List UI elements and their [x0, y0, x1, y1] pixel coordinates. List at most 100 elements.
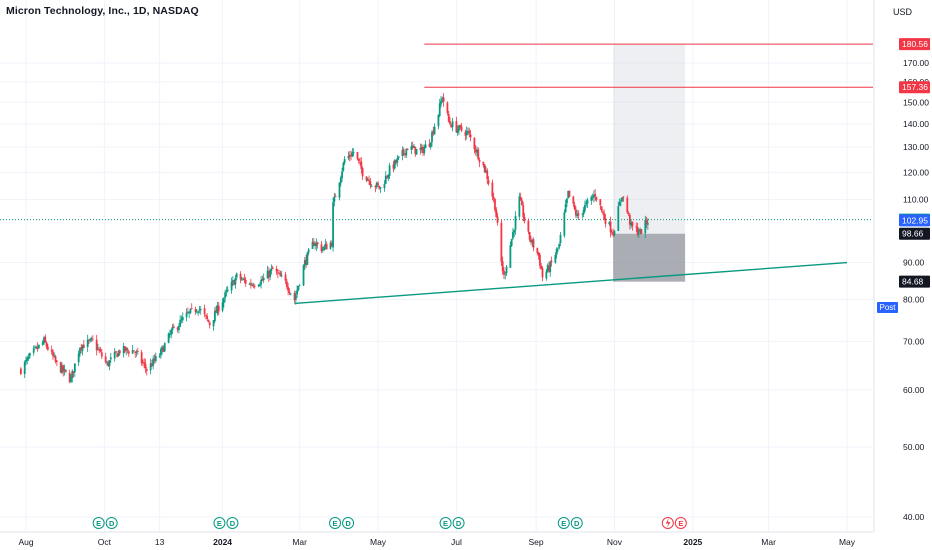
candle-body [440, 100, 442, 105]
dividend-letter: D [574, 519, 580, 528]
candle-body [433, 126, 436, 135]
candle-body [118, 350, 121, 354]
candle-body [233, 280, 236, 286]
candle-body [523, 216, 526, 221]
candle-body [115, 351, 117, 353]
candle-body [305, 259, 307, 264]
candle-body [98, 349, 101, 351]
candle-body [501, 261, 504, 272]
candle-body [161, 346, 164, 350]
candle-body [186, 311, 189, 313]
candle-body [550, 260, 553, 263]
candle-body [95, 339, 98, 351]
candle-body [36, 347, 39, 349]
candle-body [404, 153, 406, 156]
candle-body [635, 226, 638, 228]
candle-body [278, 272, 281, 274]
candle-body [113, 351, 116, 359]
candle-body [279, 272, 282, 277]
candle-body [447, 113, 450, 122]
candle-body [585, 202, 588, 205]
candle-body [90, 338, 93, 340]
candle-body [311, 242, 314, 249]
post-price-tag-bg [899, 214, 930, 227]
candle-body [438, 103, 441, 116]
candle-body [72, 371, 75, 373]
candle-body [595, 197, 598, 201]
candle-body [333, 196, 336, 202]
post-market-badge: Post [877, 302, 898, 313]
candle-body [239, 273, 242, 280]
earnings-letter: E [333, 519, 338, 528]
candle-body [321, 249, 324, 251]
candle-body [258, 284, 261, 286]
candle-body [204, 314, 207, 316]
candle-body [530, 239, 532, 242]
candle-body [297, 286, 300, 290]
candle-body [213, 310, 216, 322]
candle-body [609, 221, 612, 233]
y-tick-label: 130.00 [903, 142, 929, 152]
candle-body [189, 308, 192, 313]
candle-body [419, 147, 422, 151]
level-price-tag: 157.36 [902, 82, 928, 92]
candle-body [168, 333, 171, 335]
candle-body [160, 348, 162, 356]
candle-body [235, 273, 238, 278]
candle-body [393, 159, 396, 169]
candle-body [167, 333, 170, 343]
candle-body [287, 286, 290, 291]
candle-body [79, 348, 81, 354]
candle-body [293, 293, 296, 301]
candle-body [379, 187, 382, 189]
candle-body [446, 102, 449, 114]
candle-body [359, 162, 361, 163]
candle-body [55, 360, 58, 363]
candle-body [468, 130, 471, 134]
candle-body [170, 330, 173, 335]
candle-body [145, 369, 148, 371]
candle-body [586, 200, 589, 204]
candle-body [181, 317, 184, 321]
candle-body [369, 180, 372, 186]
candle-body [99, 349, 102, 352]
candle-body [89, 338, 92, 341]
candle-body [483, 164, 486, 172]
candle-body [64, 369, 67, 372]
candle-body [503, 270, 505, 275]
candle-body [491, 182, 494, 197]
candle-body [449, 121, 451, 124]
candle-body [270, 268, 273, 271]
candle-body [554, 254, 557, 263]
candle-body [618, 202, 621, 206]
candle-body [144, 363, 147, 369]
candle-body [422, 146, 424, 154]
candle-body [592, 194, 595, 198]
candle-body [374, 185, 377, 188]
candle-body [152, 358, 155, 366]
candle-body [613, 231, 616, 236]
candle-body [315, 242, 318, 246]
candle-body [154, 356, 157, 362]
candle-body [621, 197, 624, 202]
candle-body [206, 315, 209, 319]
candle-body [644, 220, 647, 234]
candle-body [44, 336, 47, 343]
candle-body [142, 362, 144, 364]
candle-body [19, 368, 22, 375]
candle-body [467, 130, 469, 132]
candle-body [52, 351, 54, 357]
candle-body [222, 298, 225, 303]
candle-body [162, 347, 165, 352]
candle-body [636, 226, 639, 235]
candle-body [61, 365, 63, 374]
candle-body [68, 372, 71, 382]
dividend-icon [452, 517, 465, 529]
chart-title: Micron Technology, Inc., 1D, NASDAQ [6, 5, 199, 17]
stop-zone [613, 233, 686, 282]
y-tick-label: 90.00 [903, 258, 925, 268]
candle-body [77, 353, 80, 363]
x-tick-label: 13 [155, 537, 165, 547]
